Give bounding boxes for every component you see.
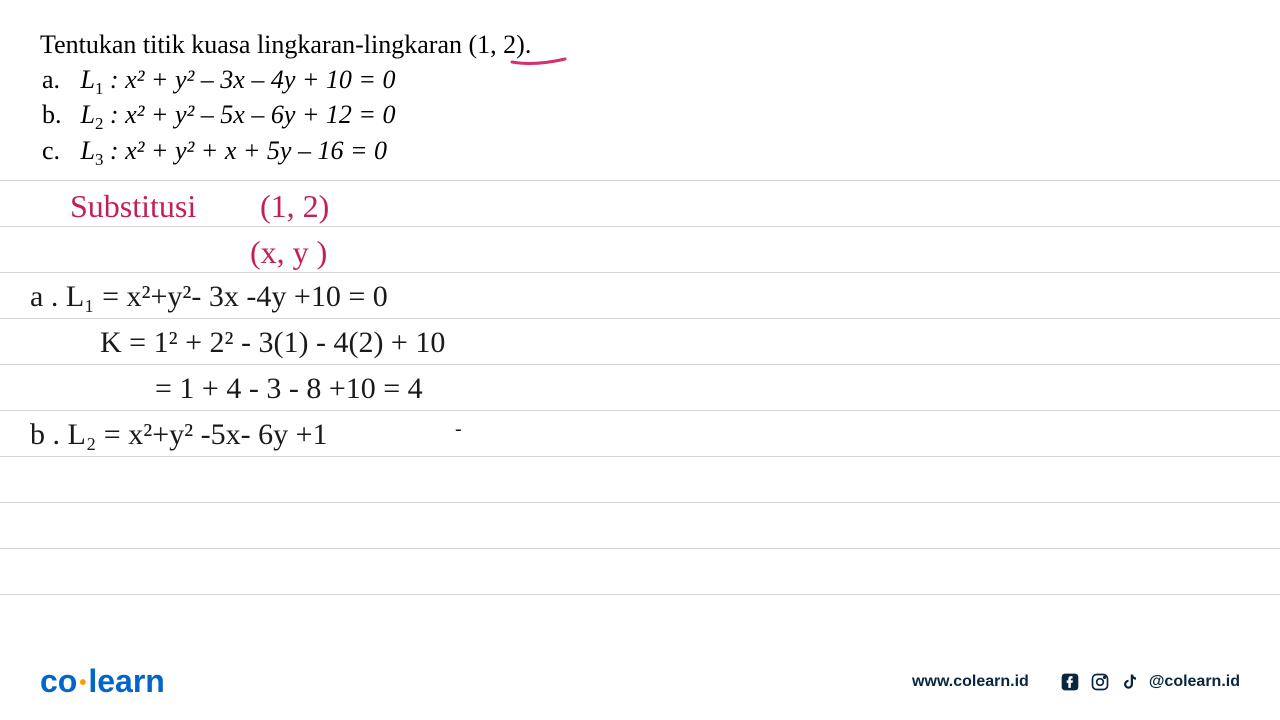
footer: co•learn www.colearn.id @colearn.id xyxy=(0,663,1280,700)
problem-item-a: a. L1 : x² + y² – 3x – 4y + 10 = 0 xyxy=(42,64,1240,99)
notebook-line xyxy=(0,226,1280,227)
title-point: (1, 2). xyxy=(469,30,532,59)
notebook-line xyxy=(0,548,1280,549)
title-prefix: Tentukan titik kuasa lingkaran-lingkaran xyxy=(40,30,469,59)
item-equation: : x² + y² – 3x – 4y + 10 = 0 xyxy=(103,65,395,94)
logo-co: co xyxy=(40,663,77,699)
item-label: b. xyxy=(42,99,74,132)
website-link[interactable]: www.colearn.id xyxy=(912,673,1029,691)
hw-substitusi: Substitusi xyxy=(70,188,196,225)
item-var: L xyxy=(81,65,95,94)
problem-item-c: c. L3 : x² + y² + x + 5y – 16 = 0 xyxy=(42,135,1240,170)
item-equation: : x² + y² + x + 5y – 16 = 0 xyxy=(103,136,387,165)
footer-right: www.colearn.id @colearn.id xyxy=(912,671,1240,693)
item-var: L xyxy=(81,100,95,129)
notebook-line xyxy=(0,272,1280,273)
item-var: L xyxy=(81,136,95,165)
item-label: c. xyxy=(42,135,74,168)
problem-statement: Tentukan titik kuasa lingkaran-lingkaran… xyxy=(0,0,1280,180)
facebook-icon[interactable] xyxy=(1059,671,1081,693)
notebook-line xyxy=(0,502,1280,503)
hw-line-k: K = 1² + 2² - 3(1) - 4(2) + 10 xyxy=(100,326,445,360)
hw-point2: (x, y ) xyxy=(250,234,327,271)
tiktok-icon[interactable] xyxy=(1119,671,1141,693)
problem-item-b: b. L2 : x² + y² – 5x – 6y + 12 = 0 xyxy=(42,99,1240,134)
colearn-logo: co•learn xyxy=(40,663,165,700)
notebook-line xyxy=(0,364,1280,365)
social-handle: @colearn.id xyxy=(1149,673,1240,691)
item-equation: : x² + y² – 5x – 6y + 12 = 0 xyxy=(103,100,395,129)
hw-point1: (1, 2) xyxy=(260,188,329,225)
instagram-icon[interactable] xyxy=(1089,671,1111,693)
notebook-area: Substitusi (1, 2) (x, y ) a . L₁ = x²+y²… xyxy=(0,170,1280,650)
notebook-line xyxy=(0,180,1280,181)
notebook-line xyxy=(0,456,1280,457)
problem-title: Tentukan titik kuasa lingkaran-lingkaran… xyxy=(40,30,1240,60)
hw-line-a: a . L₁ = x²+y²- 3x -4y +10 = 0 xyxy=(30,280,388,314)
social-links: @colearn.id xyxy=(1059,671,1240,693)
item-label: a. xyxy=(42,64,74,97)
hw-line-calc: = 1 + 4 - 3 - 8 +10 = 4 xyxy=(155,372,423,406)
logo-learn: learn xyxy=(88,663,164,699)
red-underline-mark xyxy=(510,56,570,68)
notebook-line xyxy=(0,318,1280,319)
notebook-line xyxy=(0,410,1280,411)
logo-dot-icon: • xyxy=(79,672,86,694)
hw-line-b: b . L₂ = x²+y² -5x- 6y +1 xyxy=(30,418,328,452)
hw-line-b-tail: - xyxy=(455,418,462,441)
notebook-line xyxy=(0,594,1280,595)
